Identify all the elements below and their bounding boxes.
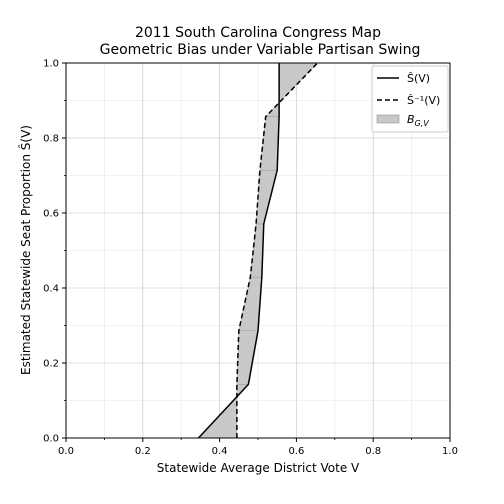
title-group: 2011 South Carolina Congress Map Geometr… [100, 25, 421, 58]
x-axis-label: Statewide Average District Vote V [157, 461, 360, 475]
x-tick-label: 1.0 [442, 446, 458, 457]
x-tick-label: 0.8 [365, 446, 381, 457]
legend-label-inverse: Ŝ⁻¹(V) [407, 94, 440, 107]
chart-title: 2011 South Carolina Congress Map [135, 25, 381, 41]
x-tick-label: 0.2 [135, 446, 151, 457]
series-line-seats [197, 63, 280, 439]
x-tick-label: 0.6 [288, 446, 304, 457]
bias-fill-layer [198, 62, 318, 439]
legend-label-seats: Ŝ(V) [407, 72, 430, 85]
legend-label-bias: BG,V [407, 113, 429, 128]
x-tick-label: 0.0 [58, 446, 74, 457]
legend-label-bias-main: B [407, 113, 415, 126]
bias-region-segment [255, 170, 278, 225]
y-tick-label: 0.4 [43, 284, 59, 295]
legend-fill-swatch [376, 114, 400, 124]
bias-region-segment [236, 330, 259, 385]
y-axis-label: Estimated Statewide Seat Proportion Ŝ(V) [18, 125, 33, 375]
x-axis-ticks: 0.0 0.2 0.4 0.6 0.8 1.0 [58, 438, 458, 457]
legend: Ŝ(V) Ŝ⁻¹(V) BG,V [371, 65, 449, 133]
y-tick-label: 0.2 [43, 359, 59, 370]
y-axis-ticks: 0.0 0.2 0.4 0.6 0.8 1.0 [43, 59, 66, 445]
x-tick-label: 0.4 [212, 446, 228, 457]
y-tick-label: 1.0 [43, 59, 59, 70]
y-tick-label: 0.0 [43, 434, 59, 445]
y-tick-label: 0.6 [43, 209, 59, 220]
chart-subtitle: Geometric Bias under Variable Partisan S… [100, 42, 421, 58]
legend-label-bias-sub: G,V [415, 119, 430, 128]
series-line-inverse [236, 62, 319, 438]
y-tick-label: 0.8 [43, 134, 59, 145]
series-layer [197, 62, 319, 439]
